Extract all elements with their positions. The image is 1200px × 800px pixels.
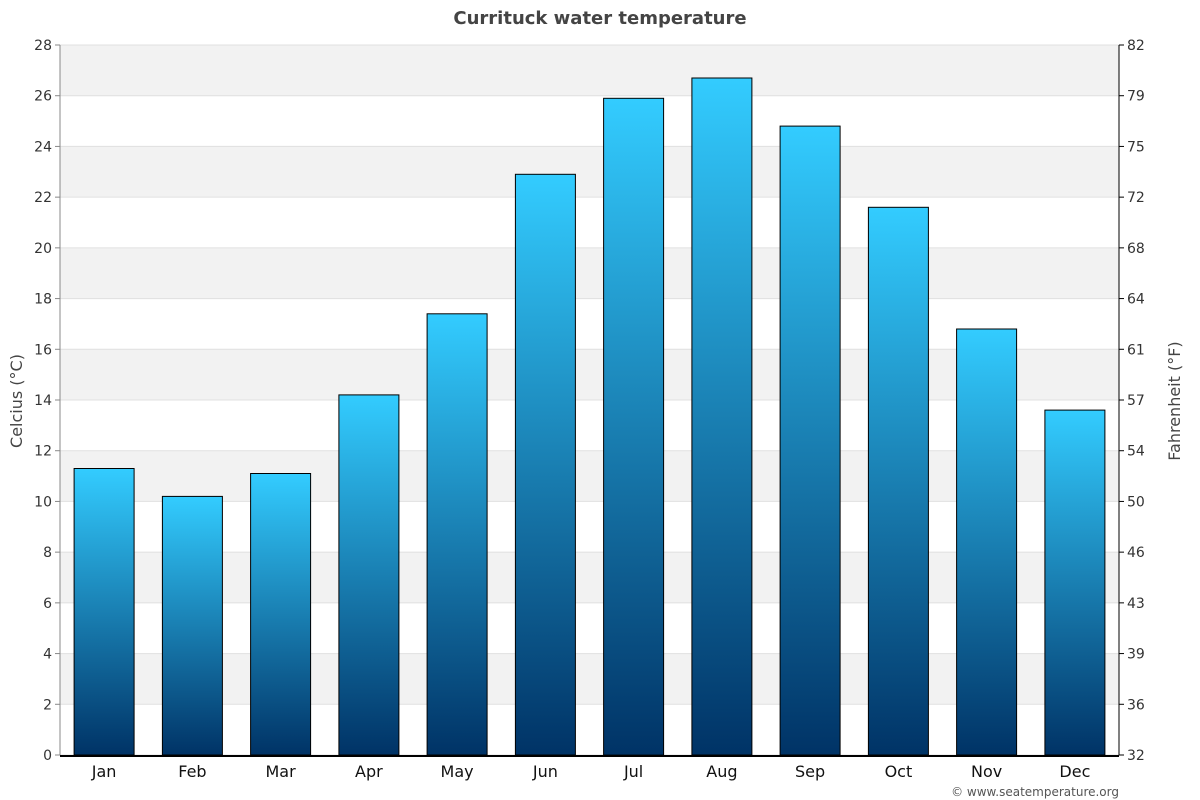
month-label-jan: Jan xyxy=(91,762,117,781)
left-tick-label: 8 xyxy=(43,545,52,561)
left-tick-label: 28 xyxy=(34,38,52,54)
month-label-sep: Sep xyxy=(795,762,825,781)
left-tick-label: 4 xyxy=(43,647,52,663)
left-tick-label: 16 xyxy=(34,342,52,358)
right-tick-label: 50 xyxy=(1127,494,1145,510)
background-band xyxy=(60,552,1119,603)
bar-dec xyxy=(1044,409,1106,756)
month-label-feb: Feb xyxy=(178,762,206,781)
left-tick-label: 18 xyxy=(34,292,52,308)
bar-sep xyxy=(779,125,841,756)
bar-jul xyxy=(603,97,665,756)
month-labels: Jan Feb Mar Apr May Jun Jul Aug Sep Oct Nov Dec xyxy=(91,762,1091,781)
left-tick-label: 10 xyxy=(34,494,52,510)
right-axis-ticks: 32 36 39 43 46 50 54 57 61 64 68 72 75 79 82 xyxy=(1119,38,1145,764)
bar-jan xyxy=(73,468,135,756)
right-tick-label: 64 xyxy=(1127,292,1145,308)
y-axis-label-fahrenheit: Fahrenheit (°F) xyxy=(1165,341,1184,460)
right-tick-label: 36 xyxy=(1127,697,1145,713)
month-label-oct: Oct xyxy=(885,762,913,781)
y-axis-label-celsius: Celcius (°C) xyxy=(7,354,26,448)
right-tick-label: 57 xyxy=(1127,393,1145,409)
bar-jun xyxy=(514,173,576,756)
background-band xyxy=(60,349,1119,400)
background-band xyxy=(60,146,1119,198)
month-label-jun: Jun xyxy=(532,762,558,781)
right-tick-label: 61 xyxy=(1127,342,1145,358)
background-band xyxy=(60,45,1119,96)
left-tick-label: 2 xyxy=(43,697,52,713)
left-tick-label: 22 xyxy=(34,190,52,206)
left-tick-label: 20 xyxy=(34,241,52,257)
bar-oct xyxy=(867,206,929,756)
right-tick-label: 32 xyxy=(1127,748,1145,764)
background-band xyxy=(60,653,1119,705)
credit-text: © www.seatemperature.org xyxy=(951,785,1119,799)
month-label-nov: Nov xyxy=(971,762,1002,781)
bar-feb xyxy=(161,495,223,756)
month-label-jul: Jul xyxy=(623,762,643,781)
left-tick-label: 24 xyxy=(34,139,52,155)
right-tick-label: 82 xyxy=(1127,38,1145,54)
right-tick-label: 43 xyxy=(1127,596,1145,612)
right-tick-label: 72 xyxy=(1127,190,1145,206)
month-label-may: May xyxy=(441,762,474,781)
left-tick-label: 26 xyxy=(34,89,52,105)
bar-aug xyxy=(691,77,753,756)
left-tick-label: 12 xyxy=(34,444,52,460)
left-tick-label: 0 xyxy=(43,748,52,764)
right-tick-label: 54 xyxy=(1127,444,1145,460)
bars-group xyxy=(73,77,1106,756)
bar-nov xyxy=(956,328,1018,756)
background-band xyxy=(60,450,1119,502)
left-tick-label: 6 xyxy=(43,596,52,612)
right-tick-label: 68 xyxy=(1127,241,1145,257)
background-band xyxy=(60,247,1119,299)
month-label-aug: Aug xyxy=(706,762,737,781)
right-tick-label: 75 xyxy=(1127,139,1145,155)
right-tick-label: 39 xyxy=(1127,647,1145,663)
right-tick-label: 79 xyxy=(1127,89,1145,105)
chart-title: Currituck water temperature xyxy=(453,8,746,29)
bar-apr xyxy=(338,394,400,756)
right-tick-label: 46 xyxy=(1127,545,1145,561)
month-label-mar: Mar xyxy=(266,762,297,781)
bar-may xyxy=(426,313,488,756)
month-label-dec: Dec xyxy=(1059,762,1090,781)
bar-mar xyxy=(250,473,312,756)
left-tick-label: 14 xyxy=(34,393,52,409)
background-bands xyxy=(60,45,1119,705)
month-label-apr: Apr xyxy=(355,762,383,781)
